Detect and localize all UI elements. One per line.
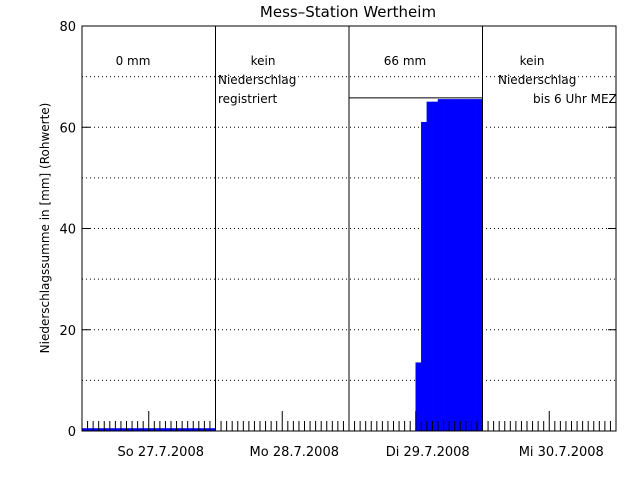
day-annotation: registriert (218, 92, 278, 106)
precipitation-bars (81, 99, 483, 432)
chart-title: Mess–Station Wertheim (260, 3, 436, 21)
x-day-label: So 27.7.2008 (118, 445, 205, 460)
precipitation-bar (476, 99, 483, 432)
precipitation-bar (437, 99, 444, 432)
x-day-label: Mo 28.7.2008 (250, 445, 339, 460)
y-tick-labels: 0 20 40 60 80 (59, 20, 76, 440)
day-dividers (215, 26, 483, 431)
precipitation-bar (443, 99, 450, 432)
precipitation-bar (460, 99, 467, 432)
precipitation-bar (426, 101, 433, 432)
x-day-label: Di 29.7.2008 (386, 445, 470, 460)
day-annotation: 0 mm (116, 54, 151, 68)
precipitation-bar (421, 121, 428, 432)
day-annotation: 66 mm (384, 54, 426, 68)
day-annotation: bis 6 Uhr MEZ (533, 92, 617, 106)
precipitation-bar (465, 99, 472, 432)
axis-ticks (82, 25, 616, 432)
day-annotation: kein (520, 54, 545, 68)
x-day-label: Mi 30.7.2008 (519, 445, 604, 460)
precipitation-bar (454, 99, 461, 432)
y-tick-label: 60 (59, 121, 76, 136)
y-tick-label: 0 (68, 425, 76, 440)
gridlines (82, 76, 616, 381)
y-tick-label: 20 (59, 324, 76, 339)
day-annotation: Niederschlag (498, 73, 576, 87)
precipitation-bar (471, 99, 478, 432)
y-axis-label: Niederschlagssumme in [mm] (Rohwerte) (38, 103, 52, 354)
day-annotation: Niederschlag (218, 73, 296, 87)
precipitation-bar (432, 101, 439, 432)
precipitation-bar (448, 99, 455, 432)
day-annotation: kein (251, 54, 276, 68)
y-tick-label: 40 (59, 223, 76, 238)
y-tick-label: 80 (59, 20, 76, 35)
day-annotations: 0 mm kein Niederschlag registriert 66 mm kein… (116, 54, 617, 106)
x-day-labels: So 27.7.2008 Mo 28.7.2008 Di 29.7.2008 Mi 3… (118, 445, 604, 460)
precipitation-bar (415, 362, 422, 432)
